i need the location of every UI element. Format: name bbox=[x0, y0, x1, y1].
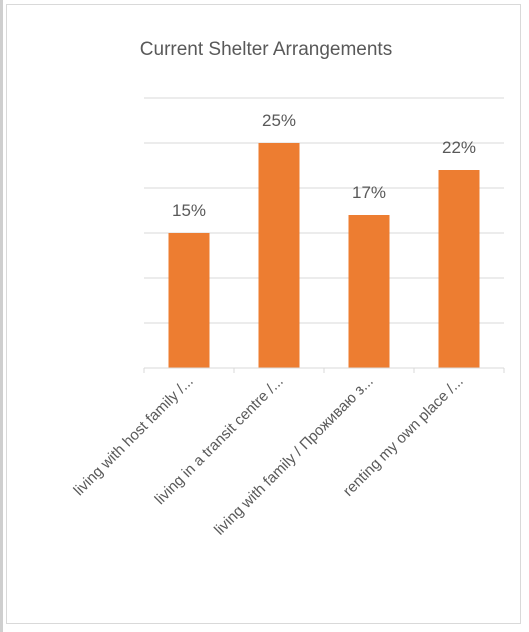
bar bbox=[258, 143, 300, 368]
data-label: 17% bbox=[352, 183, 386, 202]
bars bbox=[168, 143, 480, 368]
bar bbox=[438, 170, 480, 368]
x-axis bbox=[143, 367, 505, 373]
data-label: 22% bbox=[442, 138, 476, 157]
left-edge-strip bbox=[0, 0, 3, 632]
chart-frame: Current Shelter Arrangements 15% 25% 17% 22… bbox=[6, 4, 521, 624]
x-tick-label: living with family / Проживаю з... bbox=[211, 373, 377, 539]
data-labels: 15% 25% 17% 22% bbox=[172, 111, 476, 220]
bar bbox=[168, 233, 210, 368]
x-tick-labels: living with host family /...living in a … bbox=[70, 373, 466, 539]
bar bbox=[348, 215, 390, 368]
chart-title: Current Shelter Arrangements bbox=[140, 39, 392, 60]
data-label: 25% bbox=[262, 111, 296, 130]
bar-chart: Current Shelter Arrangements 15% 25% 17% 22… bbox=[70, 39, 505, 539]
data-label: 15% bbox=[172, 201, 206, 220]
